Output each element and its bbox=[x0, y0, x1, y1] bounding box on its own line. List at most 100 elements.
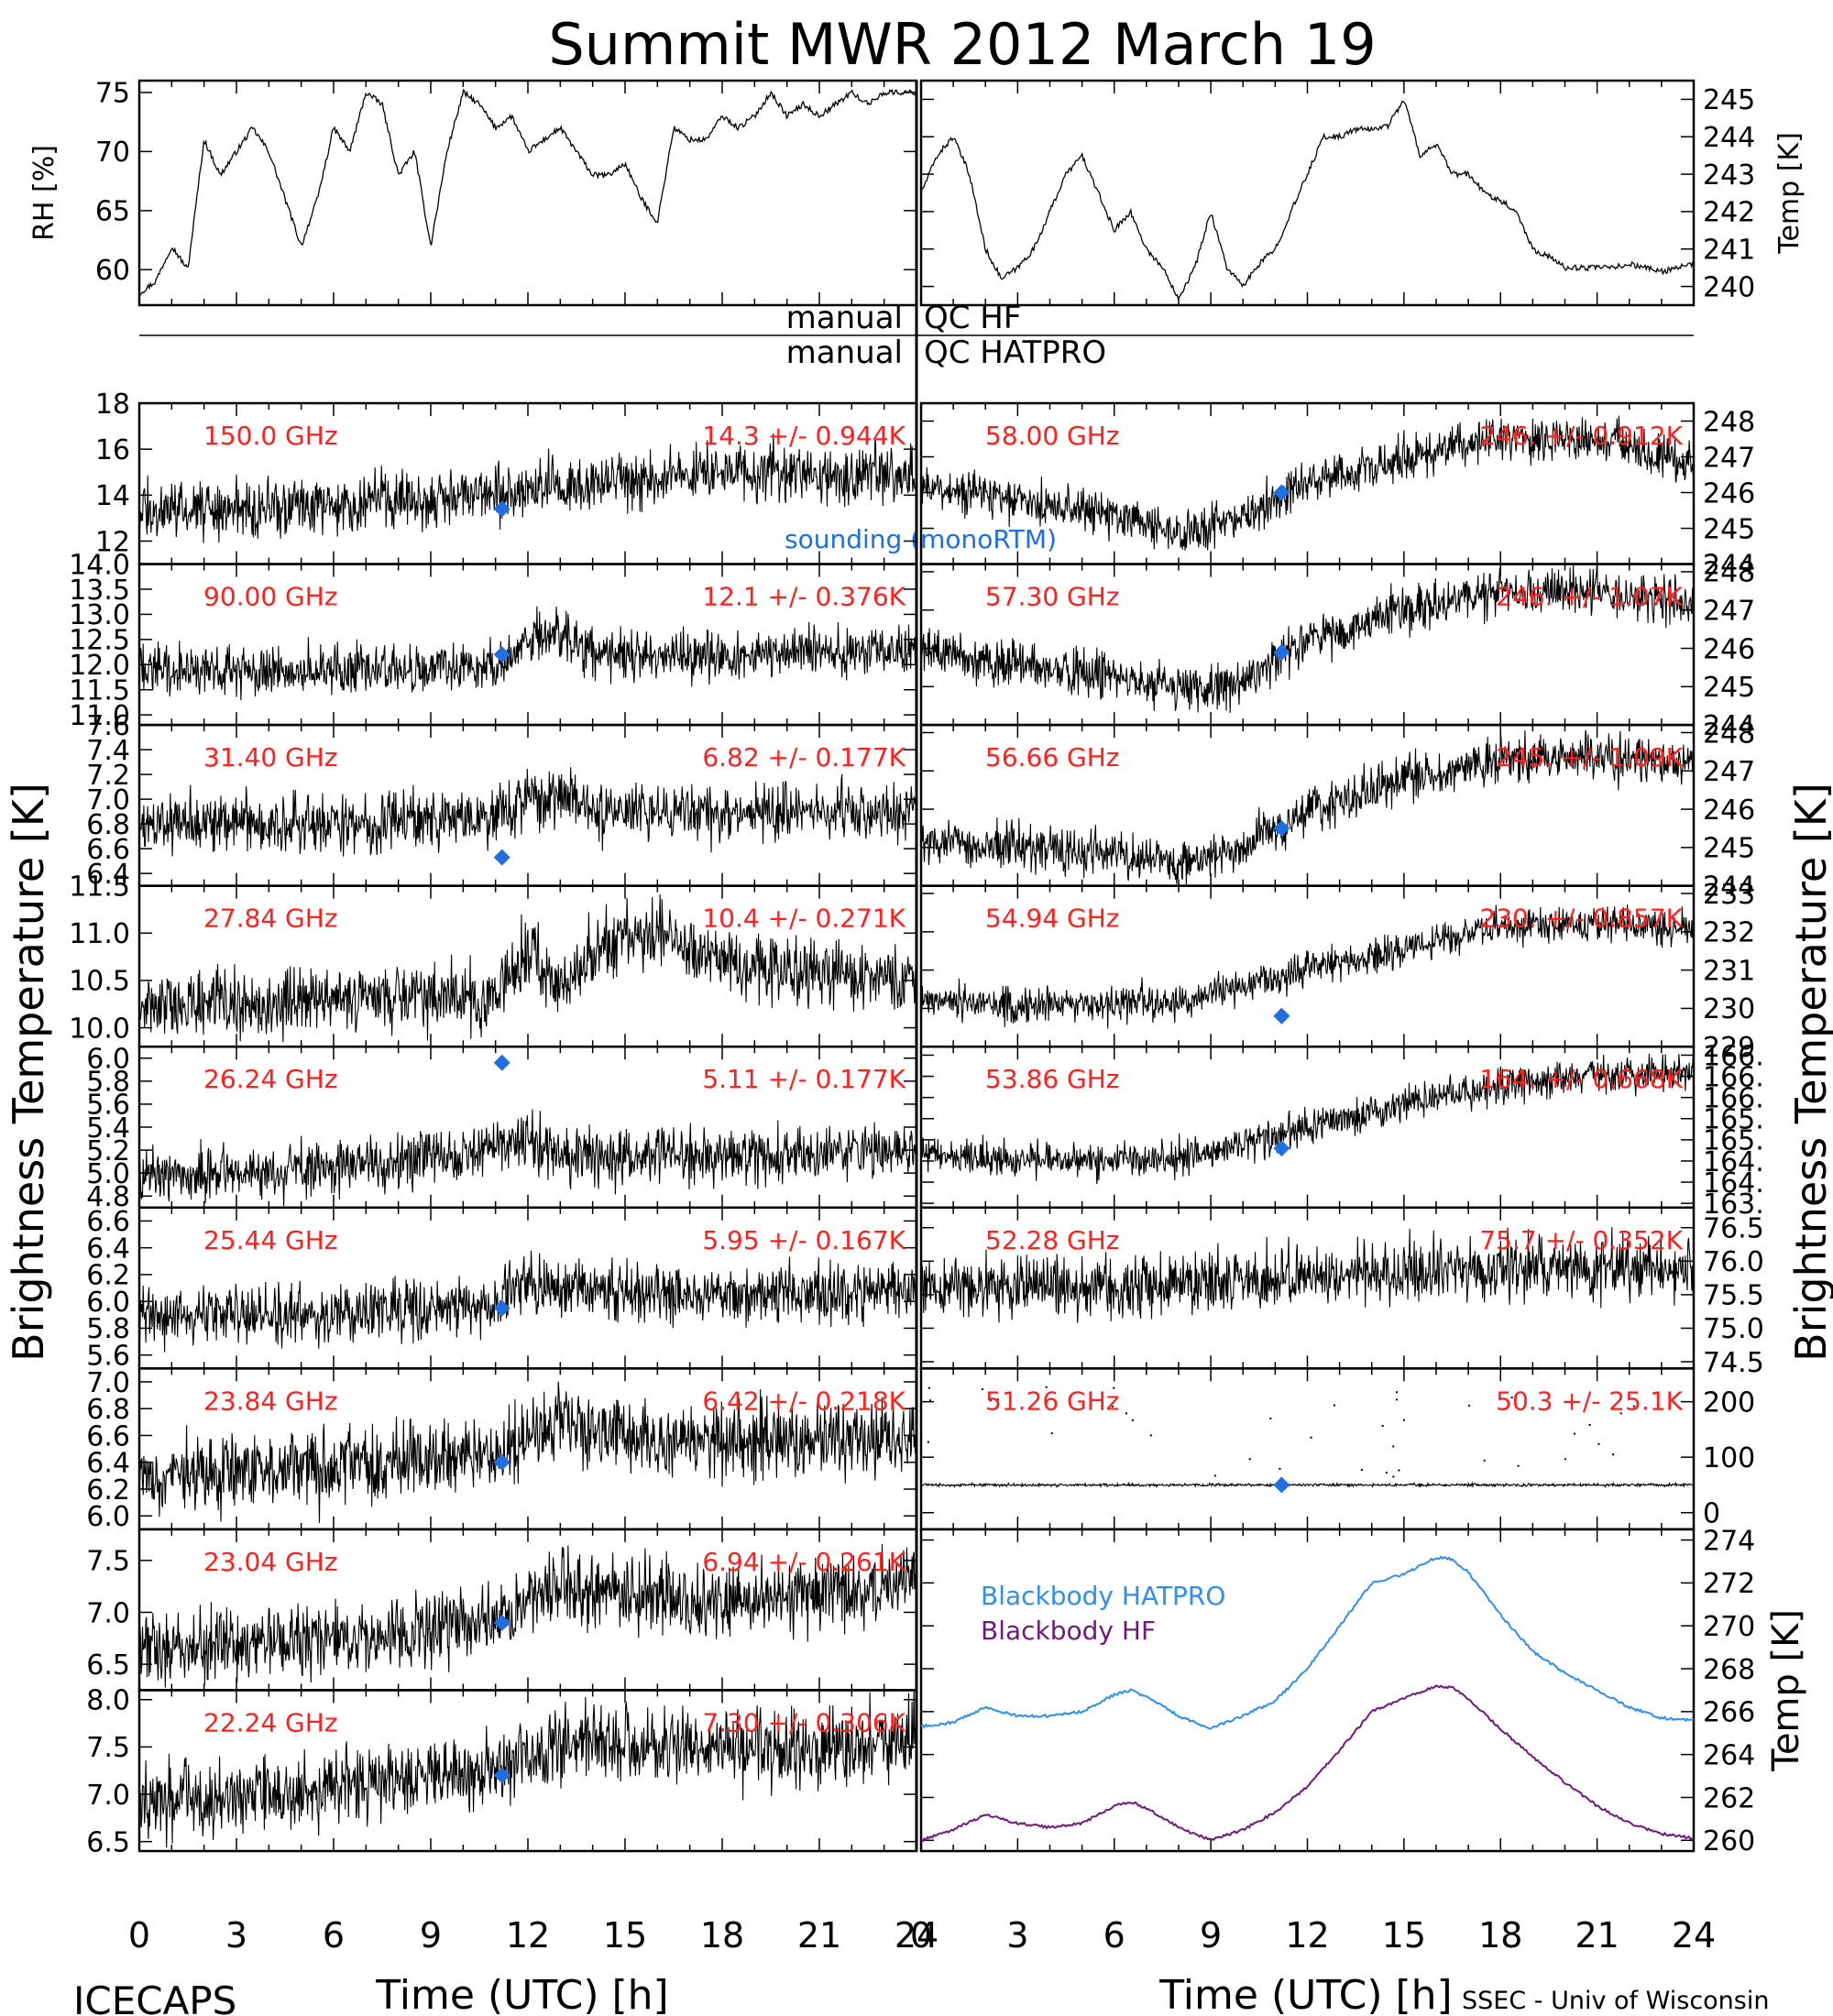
chart-tb_54.94-trace bbox=[920, 904, 1695, 1029]
chart-tb_51.26-outlier-point bbox=[1396, 1391, 1399, 1394]
chart-tb_56.66-y-tick-label: 245 bbox=[1703, 833, 1755, 865]
x-tick-label-right: 9 bbox=[1200, 1915, 1222, 1956]
chart-tb_90.00-y-tick-label: 12.5 bbox=[69, 625, 130, 657]
chart-tb_54.94-y-tick-label: 232 bbox=[1703, 917, 1755, 949]
chart-tb_31.40-trace bbox=[138, 767, 917, 857]
chart-tb_23.84-y-tick-label: 6.2 bbox=[86, 1474, 130, 1507]
chart-temp-y-tick-label: 241 bbox=[1703, 235, 1755, 267]
chart-temp-y-tick-label: 242 bbox=[1703, 197, 1755, 229]
chart-tb_150.0-sounding-marker bbox=[493, 500, 510, 518]
chart-tb_58.00-trace bbox=[920, 415, 1695, 551]
chart-tb_57.30-sounding-marker bbox=[1273, 643, 1290, 661]
x-tick-label-left: 3 bbox=[225, 1915, 247, 1956]
chart-tb_51.26-outlier-point bbox=[1395, 1398, 1398, 1401]
chart-tb_51.26-outlier-point bbox=[1381, 1425, 1384, 1428]
chart-rh-y-tick-label: 60 bbox=[95, 255, 130, 287]
chart-temp-y-tick-label: 244 bbox=[1703, 122, 1755, 154]
chart-tb_150.0-y-tick-label: 18 bbox=[95, 389, 130, 421]
x-tick-label-left: 24 bbox=[895, 1915, 938, 1956]
chart-tb_51.26-outlier-point bbox=[1392, 1445, 1395, 1448]
chart-tb_53.86-trace bbox=[920, 1053, 1695, 1185]
chart-tb_90.00-frequency-label: 90.00 GHz bbox=[203, 582, 338, 612]
chart-tb_25.44-stats-label: 5.95 +/- 0.167K bbox=[702, 1225, 906, 1255]
chart-tb_150.0-trace bbox=[138, 433, 917, 543]
x-tick-label-right: 18 bbox=[1478, 1915, 1522, 1956]
chart-tb_51.26-outlier-point bbox=[1517, 1464, 1520, 1467]
chart-tb_51.26-sounding-marker bbox=[1273, 1476, 1290, 1494]
chart-tb_57.30-y-tick-label: 246 bbox=[1703, 633, 1755, 665]
chart-tb_22.24-y-tick-label: 7.0 bbox=[86, 1780, 130, 1812]
chart-tb_27.84-y-tick-label: 11.5 bbox=[69, 871, 130, 903]
chart-tb_90.00-y-tick-label: 13.5 bbox=[69, 575, 130, 607]
chart-tb_26.24-sounding-marker bbox=[493, 1054, 510, 1071]
chart-blackbody-y-tick-label: 268 bbox=[1703, 1654, 1755, 1686]
chart-tb_90.00-y-tick-label: 12.0 bbox=[69, 650, 130, 682]
x-tick-label-right: 24 bbox=[1672, 1915, 1716, 1956]
chart-tb_25.44-y-tick-label: 6.2 bbox=[86, 1260, 130, 1292]
x-tick-label-right: 21 bbox=[1575, 1915, 1619, 1956]
figure-title: Summit MWR 2012 March 19 bbox=[548, 11, 1376, 78]
chart-blackbody-legend-hatpro: Blackbody HATPRO bbox=[981, 1581, 1225, 1611]
chart-tb_51.26-outlier-point bbox=[981, 1388, 983, 1391]
chart-tb_58.00-y-tick-label: 245 bbox=[1703, 513, 1755, 545]
chart-tb_51.26-outlier-point bbox=[1402, 1419, 1405, 1421]
chart-temp-y-tick-label: 245 bbox=[1703, 84, 1755, 116]
chart-blackbody-series-line-hatpro bbox=[920, 1555, 1695, 1730]
chart-rh-frame bbox=[137, 79, 918, 307]
chart-tb_51.26-outlier-point bbox=[1468, 1404, 1471, 1407]
chart-tb_31.40-y-tick-label: 7.6 bbox=[86, 710, 130, 742]
chart-tb_27.84-y-tick-label: 10.0 bbox=[69, 1013, 130, 1045]
chart-blackbody-y-tick-label: 262 bbox=[1703, 1782, 1755, 1814]
chart-tb_23.84-y-tick-label: 6.6 bbox=[86, 1420, 130, 1452]
x-tick-label-left: 18 bbox=[700, 1915, 744, 1956]
chart-tb_53.86-y-tick-label: 163. bbox=[1703, 1189, 1764, 1221]
chart-tb_51.26-outlier-point bbox=[1113, 1386, 1115, 1389]
chart-tb_23.84-trace bbox=[138, 1381, 917, 1524]
chart-blackbody-y-tick-label: 274 bbox=[1703, 1525, 1755, 1557]
chart-tb_27.84-y-tick-label: 11.0 bbox=[69, 918, 130, 950]
chart-tb_31.40-stats-label: 6.82 +/- 0.177K bbox=[702, 742, 906, 772]
chart-tb_25.44-sounding-marker bbox=[493, 1299, 510, 1317]
chart-rh-y-axis-label: RH [%] bbox=[28, 145, 60, 241]
chart-tb_56.66-sounding-marker bbox=[1273, 819, 1290, 837]
chart-blackbody-y-tick-label: 266 bbox=[1703, 1697, 1755, 1729]
chart-tb_22.24-frequency-label: 22.24 GHz bbox=[203, 1707, 338, 1737]
chart-tb_51.26-outlier-point bbox=[1045, 1386, 1048, 1388]
chart-temp-y-axis-label: Temp [K] bbox=[1773, 132, 1806, 255]
chart-tb_51.26-outlier-point bbox=[1632, 1405, 1635, 1408]
chart-temp-y-tick-label: 243 bbox=[1703, 159, 1755, 192]
chart-tb_51.26-outlier-point bbox=[927, 1441, 929, 1443]
chart-tb_52.28-stats-label: 75.7 +/- 0.352K bbox=[1479, 1225, 1683, 1255]
x-tick-label-right: 6 bbox=[1103, 1915, 1125, 1956]
chart-tb_22.24-y-tick-label: 7.5 bbox=[86, 1732, 130, 1764]
chart-tb_150.0-stats-label: 14.3 +/- 0.944K bbox=[702, 421, 906, 451]
chart-rh-line bbox=[138, 88, 917, 296]
chart-tb_51.26-trace bbox=[920, 1481, 1695, 1489]
chart-tb_90.00-y-tick-label: 11.5 bbox=[69, 675, 130, 707]
chart-tb_23.04-stats-label: 6.94 +/- 0.261K bbox=[702, 1547, 906, 1577]
footer-right-credit: SSEC - Univ of Wisconsin bbox=[1462, 1987, 1769, 2015]
chart-tb_52.28-y-tick-label: 75.0 bbox=[1703, 1313, 1764, 1345]
chart-tb_54.94-y-tick-label: 231 bbox=[1703, 955, 1755, 987]
chart-tb_150.0-frequency-label: 150.0 GHz bbox=[203, 421, 338, 451]
x-tick-label-right: 3 bbox=[1006, 1915, 1028, 1956]
chart-tb_52.28-y-tick-label: 76.0 bbox=[1703, 1246, 1764, 1278]
x-axis-label-right: Time (UTC) [h] bbox=[1158, 1972, 1452, 2016]
chart-temp-y-tick-label: 240 bbox=[1703, 271, 1755, 303]
chart-tb_51.26-outlier-point bbox=[1392, 1475, 1395, 1478]
chart-tb_31.40-y-tick-label: 7.2 bbox=[86, 760, 130, 792]
chart-tb_23.84-y-tick-label: 6.0 bbox=[86, 1501, 130, 1533]
chart-tb_31.40-sounding-marker bbox=[493, 849, 510, 866]
chart-tb_56.66-y-tick-label: 244 bbox=[1703, 871, 1755, 903]
x-axis-label-left: Time (UTC) [h] bbox=[375, 1972, 668, 2016]
chart-tb_52.28-y-tick-label: 75.5 bbox=[1703, 1280, 1764, 1312]
x-tick-label-left: 15 bbox=[603, 1915, 647, 1956]
chart-tb_58.00-y-tick-label: 247 bbox=[1703, 442, 1755, 474]
chart-tb_51.26-y-tick-label: 200 bbox=[1703, 1386, 1755, 1419]
chart-tb_58.00-stats-label: 246. +/- 0.912K bbox=[1479, 421, 1683, 451]
chart-tb_52.28-y-tick-label: 74.5 bbox=[1703, 1347, 1764, 1379]
chart-tb_56.66-frequency-label: 56.66 GHz bbox=[985, 742, 1120, 772]
chart-tb_56.66-trace bbox=[920, 729, 1695, 885]
chart-tb_51.26-outlier-point bbox=[1612, 1453, 1615, 1456]
